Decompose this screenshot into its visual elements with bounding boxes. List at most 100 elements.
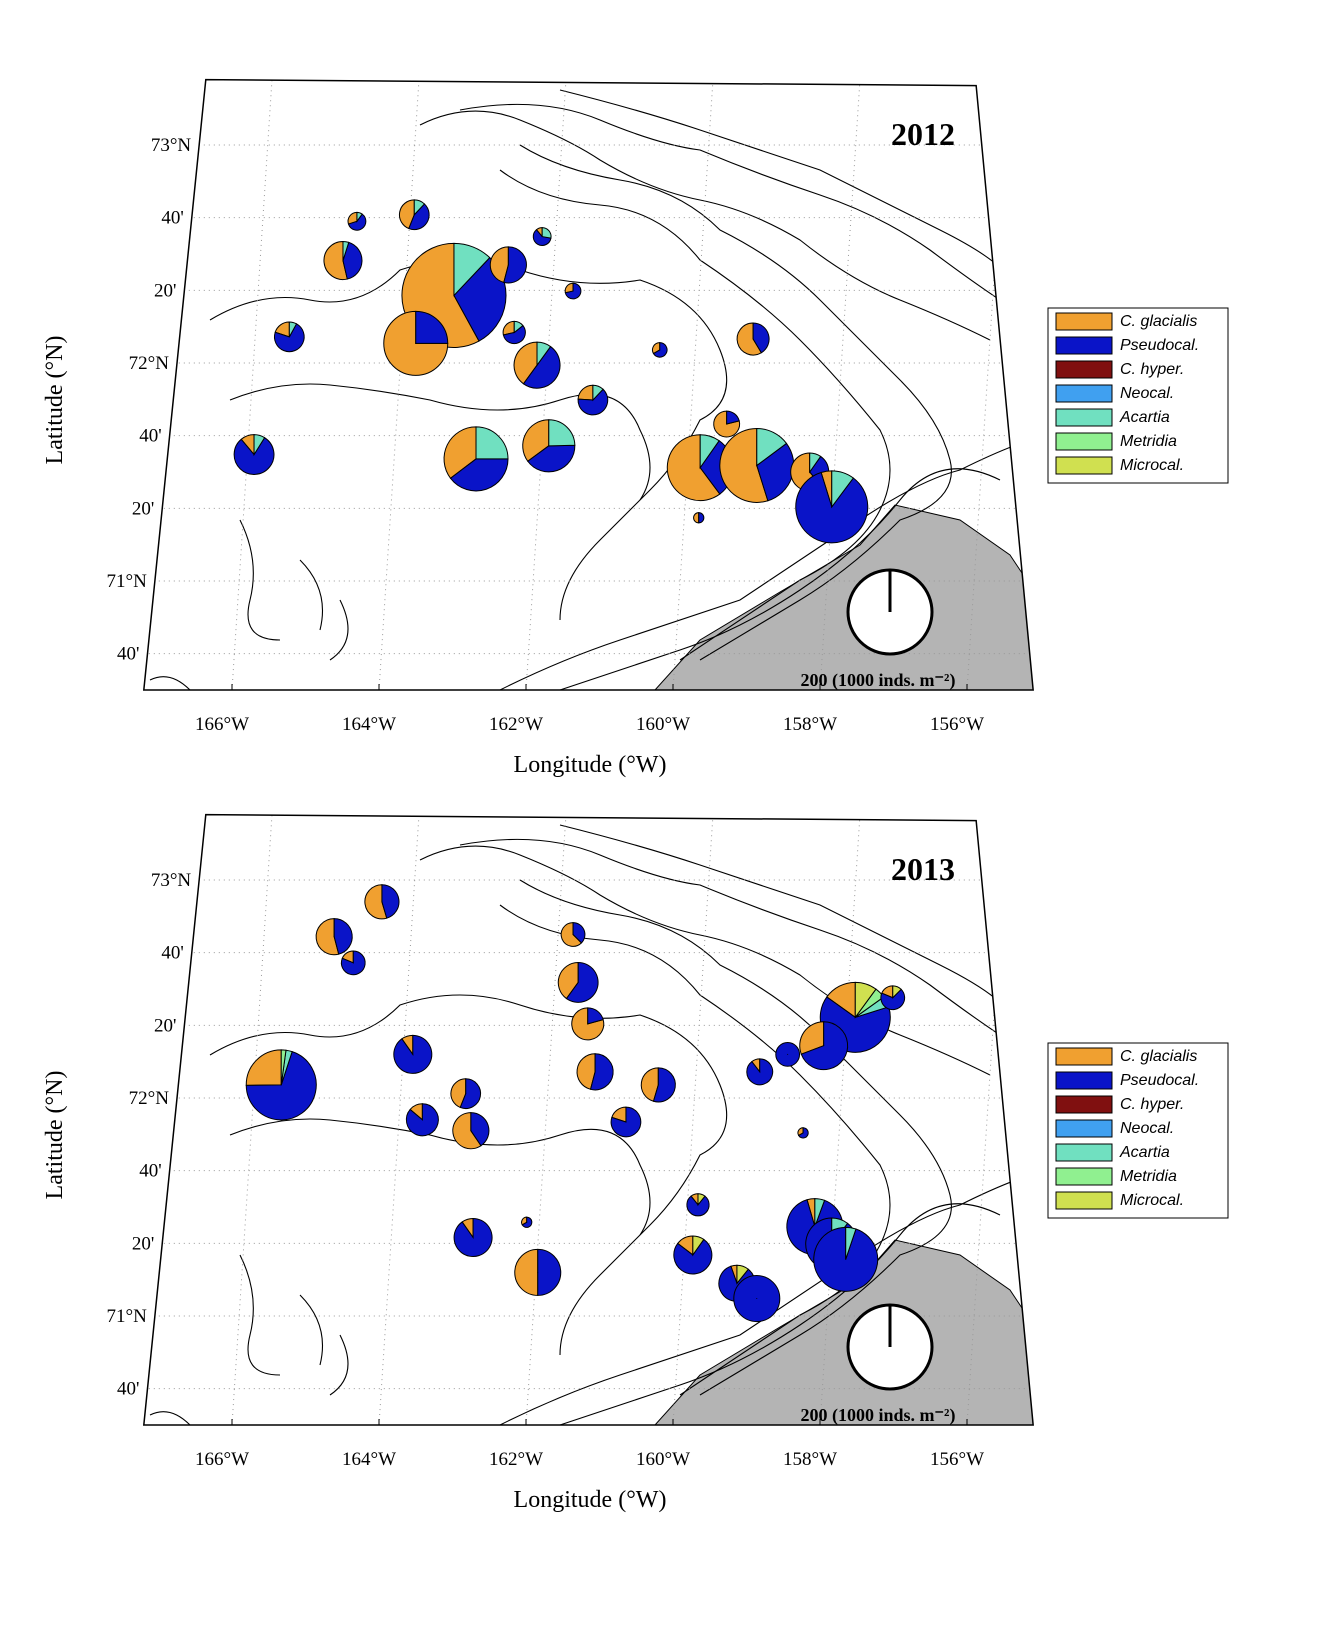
y-tick-label: 40' bbox=[139, 426, 161, 447]
pie-wedge bbox=[323, 241, 348, 281]
pie-wedge bbox=[726, 410, 740, 425]
y-tick-label: 40' bbox=[161, 208, 183, 229]
legend-label: Acartia bbox=[1119, 409, 1170, 426]
pie-wedge bbox=[809, 452, 822, 474]
legend-swatch bbox=[1055, 408, 1113, 427]
map-frame bbox=[142, 78, 1034, 691]
panel-title: 2013 bbox=[891, 851, 955, 887]
pie-wedge bbox=[253, 434, 266, 457]
station-pie bbox=[577, 384, 609, 416]
legend-label: C. glacialis bbox=[1120, 1048, 1197, 1065]
station-pie bbox=[502, 320, 526, 345]
station-location bbox=[854, 1016, 856, 1018]
pie-wedge bbox=[673, 1238, 713, 1275]
station-pie bbox=[746, 1058, 774, 1086]
legend-swatch bbox=[1055, 312, 1113, 331]
pie-wedge bbox=[697, 1193, 706, 1207]
pie-wedge bbox=[383, 310, 449, 376]
scale-label: 200 (1000 inds. m⁻²) bbox=[801, 670, 956, 691]
y-tick-label: 40' bbox=[161, 943, 183, 964]
y-axis-label: Latitude (°N) bbox=[42, 1071, 68, 1200]
station-location bbox=[657, 1084, 659, 1086]
station-location bbox=[465, 1093, 467, 1095]
pie-wedge bbox=[342, 241, 363, 280]
station-location bbox=[802, 1132, 804, 1134]
pie-wedge bbox=[502, 324, 526, 345]
y-tick-label: 20' bbox=[132, 1233, 154, 1254]
x-tick-label: 156°W bbox=[930, 714, 984, 735]
pie-wedge bbox=[413, 199, 426, 217]
station-pie bbox=[383, 310, 449, 376]
y-tick-label: 20' bbox=[132, 498, 154, 519]
pie-wedge bbox=[514, 1248, 539, 1296]
legend-swatch bbox=[1055, 360, 1113, 379]
pie-wedge bbox=[537, 1248, 561, 1296]
pie-wedge bbox=[408, 203, 430, 231]
pie-wedge bbox=[557, 962, 579, 1000]
x-tick-label: 158°W bbox=[783, 714, 837, 735]
station-location bbox=[253, 454, 255, 456]
pie-wedge bbox=[565, 962, 599, 1003]
station-pie bbox=[513, 341, 561, 389]
legend-label: Neocal. bbox=[1120, 385, 1174, 402]
pie-wedge bbox=[489, 246, 509, 283]
station-location bbox=[594, 1071, 596, 1073]
legend-swatch bbox=[1055, 1047, 1113, 1066]
station-location bbox=[453, 294, 455, 296]
pie-wedge bbox=[577, 388, 609, 416]
y-tick-label: 71°N bbox=[107, 571, 148, 592]
pie-wedge bbox=[381, 884, 400, 919]
grid-line bbox=[966, 79, 1008, 691]
station-location bbox=[536, 364, 538, 366]
pie-wedge bbox=[393, 1034, 433, 1074]
station-pie bbox=[713, 410, 741, 438]
y-tick-label: 40' bbox=[139, 1161, 161, 1182]
station-pie bbox=[274, 321, 305, 353]
station-pie bbox=[443, 426, 509, 492]
station-pie bbox=[521, 1216, 533, 1228]
station-location bbox=[577, 981, 579, 983]
station-pie bbox=[452, 1112, 490, 1150]
station-pie bbox=[560, 922, 586, 947]
pie-wedge bbox=[814, 1198, 826, 1227]
station-location bbox=[809, 471, 811, 473]
pie-wedge bbox=[692, 1235, 705, 1257]
pie-wedge bbox=[666, 434, 721, 502]
pie-wedge bbox=[233, 436, 275, 475]
pie-wedge bbox=[356, 211, 363, 223]
x-tick-label: 166°W bbox=[195, 1449, 249, 1470]
pie-wedge bbox=[752, 322, 770, 354]
station-location bbox=[752, 338, 754, 340]
station-pie bbox=[719, 427, 795, 503]
station-location bbox=[356, 220, 358, 222]
y-tick-label: 72°N bbox=[129, 353, 170, 374]
station-pie bbox=[819, 981, 891, 1053]
map-content bbox=[143, 814, 1034, 1425]
pie-wedge bbox=[587, 1007, 604, 1025]
station-pie bbox=[450, 1078, 482, 1109]
station-pie bbox=[564, 282, 582, 300]
pie-wedge bbox=[576, 1053, 596, 1090]
pie-wedge bbox=[443, 426, 477, 479]
y-tick-label: 71°N bbox=[107, 1306, 148, 1327]
station-pie bbox=[576, 1053, 614, 1091]
station-pie bbox=[571, 1007, 605, 1041]
legend-label: Microcal. bbox=[1120, 1192, 1184, 1209]
station-location bbox=[892, 997, 894, 999]
pie-wedge bbox=[699, 434, 720, 470]
station-location bbox=[587, 1023, 589, 1025]
pie-wedge bbox=[589, 1053, 614, 1091]
legend-swatch bbox=[1055, 1119, 1113, 1138]
pie-wedge bbox=[880, 988, 906, 1011]
pie-wedge bbox=[592, 384, 604, 402]
legend-label: Microcal. bbox=[1120, 457, 1184, 474]
legend-label: Acartia bbox=[1119, 1144, 1170, 1161]
pie-wedge bbox=[452, 1112, 482, 1150]
y-tick-label: 73°N bbox=[151, 870, 192, 891]
station-pie bbox=[340, 950, 366, 976]
station-location bbox=[572, 934, 574, 935]
station-pie bbox=[799, 1021, 849, 1071]
y-tick-label: 20' bbox=[154, 1015, 176, 1036]
x-tick-label: 162°W bbox=[489, 1449, 543, 1470]
station-location bbox=[288, 336, 290, 338]
